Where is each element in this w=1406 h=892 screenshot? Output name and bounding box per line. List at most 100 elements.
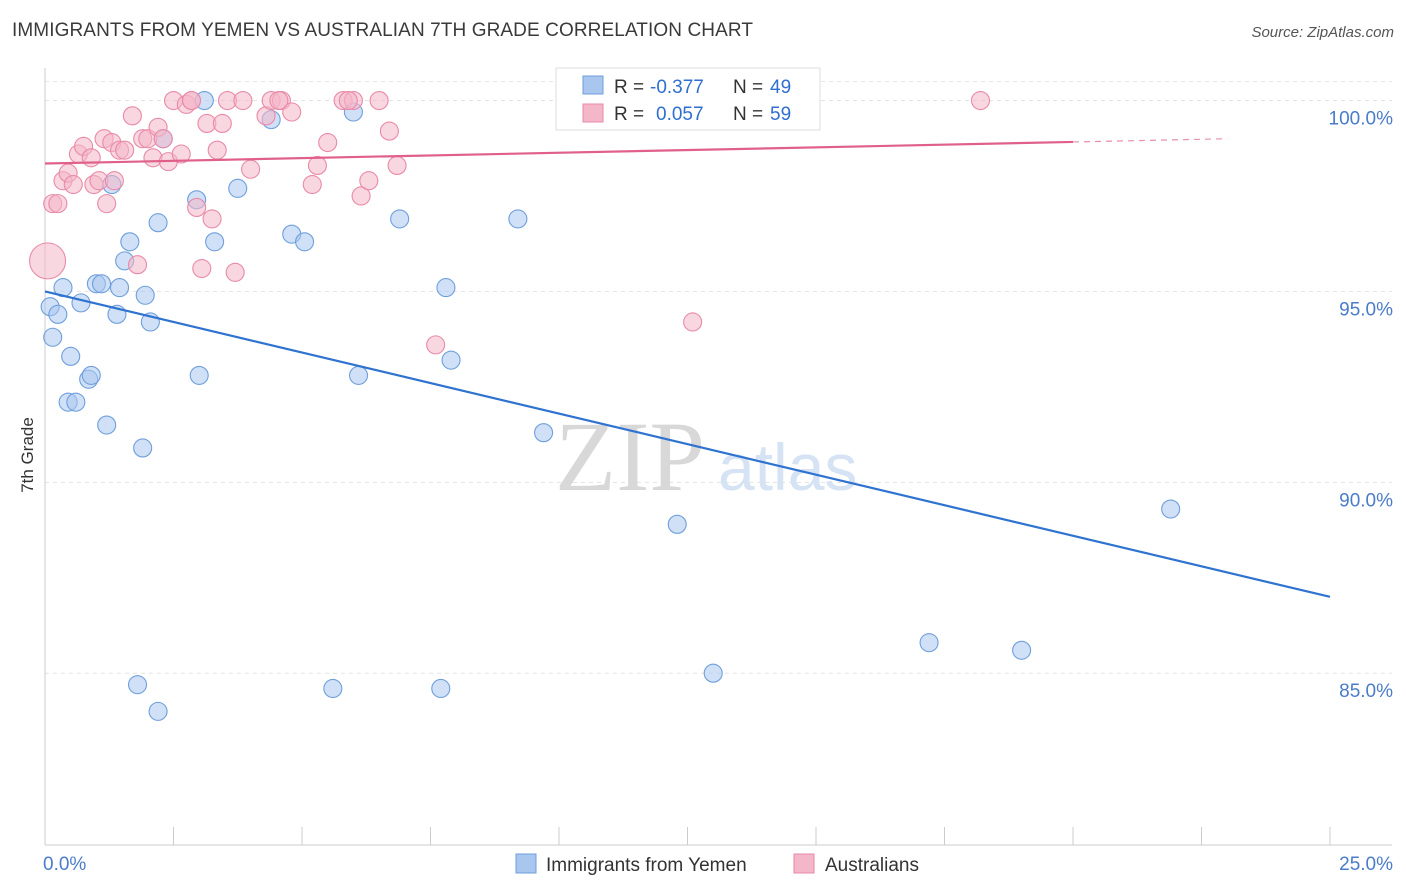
point-series0-27 [228, 178, 248, 198]
point-series1-44 [307, 155, 327, 175]
point-series0-43 [323, 678, 343, 699]
source-credit: Source: ZipAtlas.com [1251, 24, 1394, 41]
point-series1-0 [29, 242, 67, 280]
series-legend: Immigrants from Yemen Australians [515, 853, 919, 876]
y-tick-label-1: 95.0% [1339, 299, 1393, 320]
point-series1-43 [302, 174, 322, 195]
point-series1-38 [241, 159, 261, 179]
legend-swatch-yemen [582, 75, 604, 95]
point-series0-34 [436, 278, 456, 298]
point-series0-15 [109, 278, 130, 298]
point-series0-44 [431, 678, 451, 699]
stats-legend: R = -0.377 N = 49 R = 0.057 N = 59 [555, 67, 821, 131]
point-series0-11 [91, 274, 112, 294]
point-series0-19 [135, 285, 155, 305]
point-series1-18 [127, 255, 148, 275]
point-series1-29 [187, 197, 207, 217]
trend-extension-series1 [1072, 138, 1228, 143]
y-tick-label-3: 85.0% [1339, 681, 1393, 702]
point-series1-37 [233, 90, 253, 111]
point-series1-5 [63, 174, 83, 195]
legend-r-value-yemen: -0.377 [650, 77, 704, 98]
data-points [29, 90, 1181, 721]
point-series0-12 [97, 415, 117, 435]
point-series0-32 [348, 365, 369, 385]
point-series1-34 [212, 113, 232, 133]
point-series1-58 [338, 90, 358, 111]
point-series0-37 [534, 423, 554, 443]
legend-n-label-australians: N = [733, 104, 763, 125]
point-series1-54 [683, 312, 703, 332]
point-series1-30 [192, 258, 212, 279]
point-series0-41 [127, 675, 148, 695]
point-series0-9 [81, 365, 101, 385]
point-series1-33 [207, 140, 227, 160]
legend-n-value-yemen: 49 [770, 77, 791, 98]
watermark: ZIP atlas [555, 401, 857, 512]
series-legend-label-yemen: Immigrants from Yemen [546, 855, 747, 876]
y-tick-labels: 100.0% 95.0% 90.0% 85.0% [1329, 109, 1394, 703]
point-series1-8 [81, 148, 101, 168]
x-tick-label-1: 25.0% [1339, 854, 1393, 875]
point-series0-45 [703, 663, 723, 683]
point-series0-2 [43, 327, 63, 347]
legend-n-value-australians: 59 [770, 104, 791, 125]
trend-lines [44, 138, 1331, 598]
point-series1-53 [426, 335, 446, 355]
point-series1-49 [359, 171, 379, 191]
point-series0-18 [133, 438, 153, 458]
point-series1-48 [351, 186, 371, 206]
point-series1-42 [282, 102, 302, 122]
point-series0-36 [508, 209, 528, 229]
point-series1-57 [269, 90, 289, 111]
point-series1-52 [387, 155, 407, 175]
axes [44, 68, 1392, 846]
series-legend-swatch-yemen [515, 853, 537, 874]
point-series0-4 [61, 346, 81, 366]
point-series1-32 [202, 209, 222, 229]
trend-line-series1 [44, 140, 1074, 165]
point-series1-51 [379, 121, 399, 141]
point-series0-38 [667, 514, 687, 534]
x-tick-label-0: 0.0% [43, 854, 86, 875]
point-series1-56 [181, 90, 202, 111]
point-series0-30 [295, 232, 315, 252]
point-series0-6 [66, 392, 86, 412]
y-axis-title: 7th Grade [18, 417, 37, 493]
y-tick-label-0: 100.0% [1329, 109, 1394, 130]
point-series1-45 [318, 132, 338, 153]
legend-n-label-yemen: N = [733, 77, 763, 98]
point-series0-7 [71, 293, 91, 313]
legend-swatch-australians [582, 103, 604, 123]
series-legend-label-australians: Australians [825, 855, 919, 876]
point-series1-36 [225, 262, 245, 282]
point-series0-26 [205, 232, 225, 252]
point-series0-35 [441, 350, 461, 370]
point-series0-40 [1161, 499, 1181, 519]
trend-line-series0 [44, 290, 1331, 598]
point-series1-12 [97, 194, 117, 214]
point-series1-26 [171, 144, 191, 164]
series-legend-swatch-australians [793, 853, 815, 874]
point-series1-16 [115, 140, 135, 160]
legend-r-label-australians: R = [614, 104, 644, 125]
point-series0-33 [390, 209, 410, 229]
point-series0-24 [189, 365, 209, 385]
point-series1-2 [48, 194, 68, 214]
legend-r-label-yemen: R = [614, 77, 644, 98]
chart-title: IMMIGRANTS FROM YEMEN VS AUSTRALIAN 7TH … [12, 20, 754, 41]
point-series0-21 [148, 213, 168, 233]
point-series1-17 [122, 106, 142, 126]
point-series1-50 [369, 90, 389, 111]
y-tick-label-2: 90.0% [1339, 490, 1393, 511]
point-series0-1 [48, 304, 68, 324]
point-series0-46 [919, 633, 939, 653]
x-tick-labels: 0.0% 25.0% [43, 854, 1393, 875]
point-series1-55 [970, 90, 991, 111]
point-series0-47 [1012, 640, 1032, 660]
legend-r-value-australians: 0.057 [656, 104, 704, 125]
point-series0-17 [120, 232, 140, 252]
point-series1-14 [104, 171, 124, 191]
point-series0-42 [148, 701, 168, 721]
